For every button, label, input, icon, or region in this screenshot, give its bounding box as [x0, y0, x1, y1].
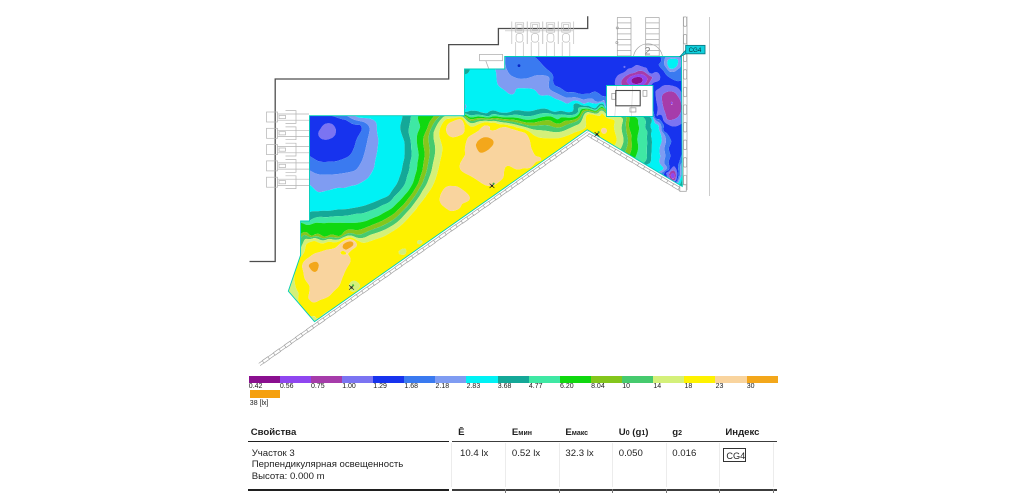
svg-text:2: 2: [645, 46, 651, 58]
svg-text:CG4: CG4: [689, 47, 702, 54]
